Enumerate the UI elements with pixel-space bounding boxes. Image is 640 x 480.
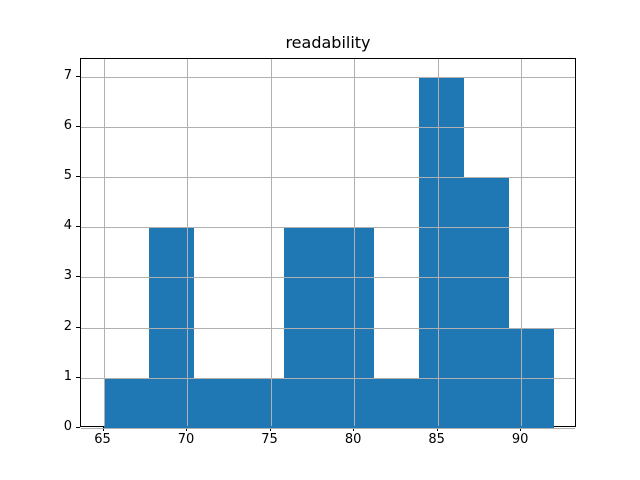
y-gridline — [81, 227, 575, 229]
y-tick-label: 6 — [63, 117, 72, 133]
x-gridline — [521, 59, 523, 426]
plot-area — [80, 58, 576, 429]
y-tick-label: 1 — [63, 368, 72, 384]
x-tick-label: 85 — [428, 432, 445, 447]
y-tick-label: 4 — [63, 218, 72, 234]
y-tick-mark — [76, 326, 80, 328]
x-tick-mark — [436, 427, 438, 431]
histogram-bar — [103, 377, 149, 428]
y-tick-label: 3 — [63, 268, 72, 284]
histogram-bar — [238, 377, 284, 428]
x-gridline — [103, 59, 105, 426]
x-tick-label: 75 — [261, 432, 278, 447]
x-tick-mark — [186, 427, 187, 431]
y-gridline — [81, 177, 575, 178]
histogram-bar — [374, 377, 420, 428]
y-tick-mark — [76, 276, 80, 278]
x-tick-mark — [269, 427, 271, 431]
y-tick-mark — [76, 427, 80, 428]
histogram-bar — [193, 377, 239, 428]
y-gridline — [81, 327, 575, 329]
y-tick-mark — [76, 376, 80, 378]
y-gridline — [81, 428, 575, 429]
x-gridline — [354, 59, 356, 426]
histogram-bar — [464, 177, 510, 428]
x-gridline — [437, 59, 439, 426]
y-gridline — [81, 377, 575, 379]
histogram-bar — [509, 327, 555, 428]
y-gridline — [81, 277, 575, 279]
x-tick-label: 65 — [94, 432, 111, 447]
histogram-bar — [283, 227, 329, 428]
x-tick-label: 80 — [344, 432, 362, 447]
x-tick-mark — [102, 427, 104, 431]
y-gridline — [81, 76, 575, 78]
chart-title: readability — [285, 33, 371, 52]
x-tick-mark — [520, 427, 522, 431]
y-tick-label: 2 — [63, 318, 72, 334]
y-gridline — [81, 126, 575, 128]
x-gridline — [187, 59, 188, 426]
y-tick-label: 0 — [63, 419, 72, 434]
y-tick-mark — [76, 125, 80, 127]
y-tick-mark — [76, 75, 80, 77]
histogram-bar — [148, 227, 194, 428]
histogram-bar — [329, 227, 375, 428]
y-tick-label: 7 — [63, 67, 72, 83]
x-tick-label: 70 — [177, 432, 195, 447]
x-tick-label: 90 — [511, 432, 529, 447]
x-tick-mark — [353, 427, 355, 431]
x-gridline — [270, 59, 272, 426]
y-tick-mark — [76, 176, 80, 177]
y-tick-mark — [76, 226, 80, 228]
histogram-bar — [419, 76, 465, 428]
y-tick-label: 5 — [63, 168, 72, 183]
